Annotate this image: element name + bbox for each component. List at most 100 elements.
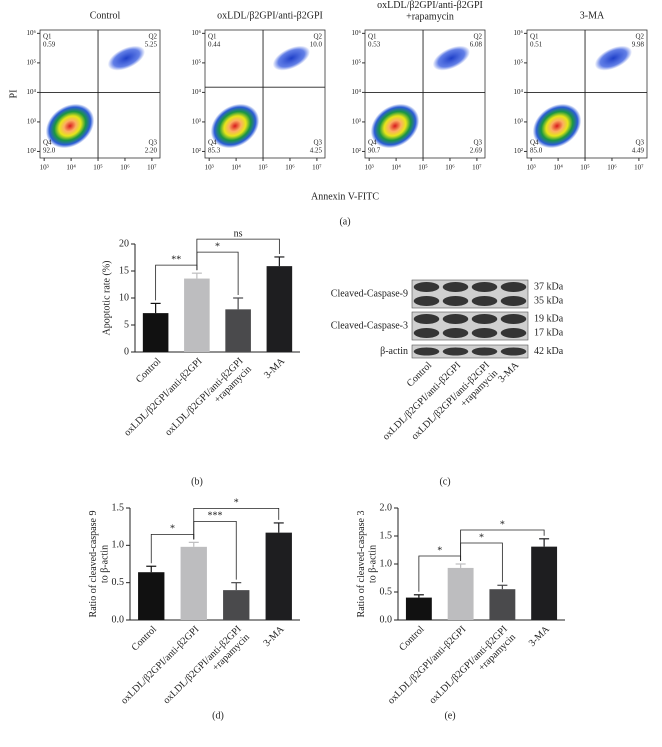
blot-band	[471, 328, 498, 338]
y-tick-label: 0.0	[112, 614, 125, 625]
x-tick-label: oxLDL/β2GPI/anti-β2GPI	[122, 356, 205, 439]
significance-bracket	[196, 238, 280, 271]
x-tick-label: 10⁷	[312, 164, 322, 172]
significance-label: *	[479, 532, 484, 543]
bar	[142, 313, 169, 352]
quadrant-name: Q4	[368, 139, 377, 147]
bar	[405, 597, 432, 620]
quadrant-value: 4.49	[632, 147, 645, 155]
quadrant-value: 2.69	[470, 147, 483, 155]
y-tick-label: 10⁶	[27, 29, 37, 37]
y-tick-label: 0	[124, 346, 129, 357]
x-tick-label: 10³	[40, 164, 49, 172]
y-axis-label: Ratio of cleaved-caspase 9to β-actin	[88, 511, 111, 618]
y-tick-label: 10²	[192, 147, 201, 155]
y-tick-label: 10⁵	[27, 58, 37, 66]
quadrant-value: 9.98	[632, 41, 645, 49]
x-tick-label: Control	[397, 624, 427, 654]
x-tick-label: 10⁵	[258, 164, 268, 172]
blot-band	[413, 347, 440, 356]
band-size: 35 kDa	[534, 295, 564, 306]
y-tick-label: 10⁴	[27, 88, 37, 96]
quadrant-name: Q4	[43, 139, 52, 147]
significance-label: **	[171, 254, 181, 265]
panel-label: (a)	[339, 216, 350, 227]
panel-label: (b)	[191, 476, 203, 487]
cell-cloud	[432, 45, 471, 71]
blot-band	[500, 347, 527, 356]
y-tick-label: 1.0	[380, 558, 393, 569]
blot-band	[413, 296, 440, 306]
y-axis-label: Apoptotic rate (%)	[101, 261, 112, 336]
x-tick-label: 10⁶	[285, 164, 295, 172]
y-axis-label: Ratio of cleaved-caspase 3to β-actin	[356, 511, 379, 618]
plot-title: Control	[90, 10, 121, 21]
blot-band	[471, 282, 498, 292]
quadrant-value: 2.20	[145, 147, 158, 155]
bar	[180, 546, 207, 620]
y-tick-label: 10²	[352, 147, 361, 155]
y-tick-label: 10⁵	[514, 58, 524, 66]
y-tick-label: 10⁴	[192, 88, 202, 96]
y-tick-label: 10²	[27, 147, 36, 155]
x-tick-label: 10⁴	[66, 164, 76, 172]
blot-band	[500, 314, 527, 324]
y-tick-label: 15	[119, 265, 129, 276]
bar	[265, 532, 292, 620]
blot-membrane	[411, 344, 529, 359]
x-tick-label: 10⁵	[418, 164, 428, 172]
quadrant-value: 0.53	[368, 41, 381, 49]
significance-label: ***	[208, 511, 223, 522]
x-tick-label: 10³	[205, 164, 214, 172]
quadrant-value: 0.44	[208, 41, 221, 49]
bar	[184, 278, 210, 352]
x-tick-label: 3-MA	[527, 623, 553, 649]
blot-band	[413, 328, 440, 338]
quadrant-value: 5.25	[145, 41, 158, 49]
blot-row-label: Cleaved-Caspase-3	[331, 320, 408, 331]
quadrant-value: 0.59	[43, 41, 56, 49]
y-tick-label: 10³	[514, 118, 523, 126]
x-tick-label: 10⁶	[445, 164, 455, 172]
blot-band	[413, 282, 440, 292]
blot-band	[413, 314, 440, 324]
x-tick-label: oxLDL/β2GPI/anti-β2GPI	[386, 624, 469, 707]
band-size: 37 kDa	[534, 281, 564, 292]
y-tick-label: 10	[119, 292, 129, 303]
bar	[138, 572, 165, 620]
blot-row-label: Cleaved-Caspase-9	[331, 288, 408, 299]
plot-title: oxLDL/β2GPI/anti-β2GPI +rapamycin	[377, 0, 483, 23]
y-axis-label: PI	[8, 90, 19, 99]
quadrant-name: Q1	[368, 33, 377, 41]
quadrant-value: 92.0	[43, 147, 56, 155]
y-tick-label: 5	[124, 319, 129, 330]
cell-cloud	[107, 45, 146, 71]
band-size: 19 kDa	[534, 313, 564, 324]
blot-band	[442, 347, 469, 356]
quadrant-name: Q3	[473, 139, 482, 147]
x-tick-label: Control	[130, 624, 160, 654]
y-tick-label: 10⁶	[352, 29, 362, 37]
quadrant-name: Q2	[313, 33, 322, 41]
significance-label: *	[234, 498, 239, 509]
significance-label: *	[170, 524, 175, 535]
band-size: 42 kDa	[534, 346, 564, 357]
blot-band	[471, 314, 498, 324]
blot-band	[442, 314, 469, 324]
blot-band	[500, 282, 527, 292]
quadrant-name: Q4	[208, 139, 217, 147]
y-tick-label: 10⁴	[514, 88, 524, 96]
blot-band	[471, 296, 498, 306]
x-tick-label: 10³	[527, 164, 536, 172]
quadrant-name: Q2	[148, 33, 157, 41]
quadrant-name: Q2	[635, 33, 644, 41]
plot-title: 3-MA	[580, 10, 605, 21]
quadrant-value: 85.0	[530, 147, 543, 155]
quadrant-name: Q1	[208, 33, 217, 41]
blot-band	[442, 282, 469, 292]
y-tick-label: 2.0	[380, 502, 393, 513]
x-tick-label: Control	[134, 356, 164, 386]
y-tick-label: 20	[119, 238, 129, 249]
